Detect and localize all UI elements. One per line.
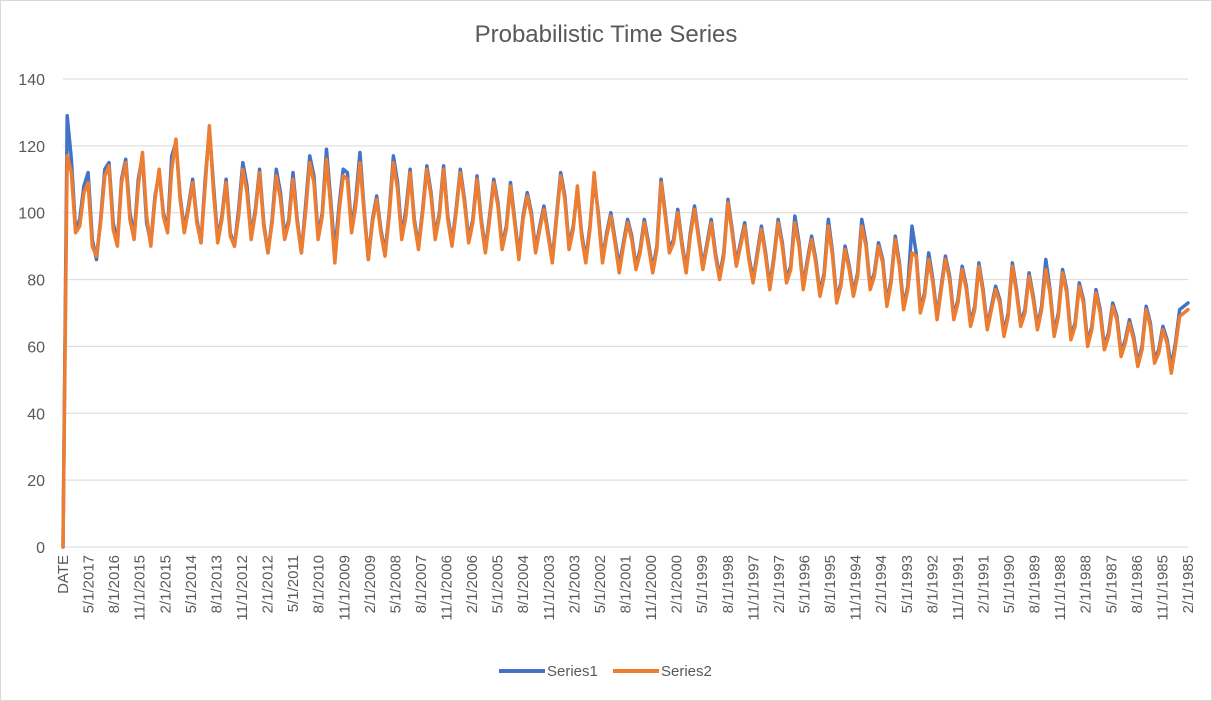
x-tick-label: 5/1/1990 bbox=[1001, 555, 1018, 613]
x-tick-label: 11/1/1988 bbox=[1052, 555, 1069, 621]
legend-label-series2: Series2 bbox=[661, 663, 712, 680]
y-tick-label-80: 80 bbox=[27, 273, 45, 290]
x-tick-label: 2/1/2015 bbox=[157, 555, 174, 613]
x-tick-label: 8/1/1992 bbox=[924, 555, 941, 613]
x-tick-label: 8/1/1998 bbox=[720, 555, 737, 613]
x-tick-label: 8/1/2010 bbox=[311, 555, 328, 613]
x-tick-label: 2/1/1997 bbox=[771, 555, 788, 613]
x-tick-label: 11/1/2009 bbox=[336, 555, 353, 621]
x-tick-label: 5/1/2014 bbox=[183, 555, 200, 613]
series-line-series1 bbox=[61, 114, 1190, 549]
x-tick-label: 11/1/2000 bbox=[643, 555, 660, 621]
x-tick-label: 8/1/2004 bbox=[515, 555, 532, 613]
x-tick-label: 8/1/2001 bbox=[618, 555, 635, 613]
x-tick-label: 2/1/2009 bbox=[362, 555, 379, 613]
x-tick-label: 2/1/1985 bbox=[1180, 555, 1197, 613]
x-tick-label: 5/1/1993 bbox=[899, 555, 916, 613]
x-tick-label: 11/1/1985 bbox=[1154, 555, 1171, 621]
x-tick-label: 8/1/2007 bbox=[413, 555, 430, 613]
y-tick-label-60: 60 bbox=[27, 339, 45, 356]
x-tick-label: 5/1/2011 bbox=[285, 555, 302, 612]
x-tick-label: 2/1/2006 bbox=[464, 555, 481, 613]
x-tick-label: 8/1/1989 bbox=[1027, 555, 1044, 613]
x-tick-label: 11/1/2015 bbox=[132, 555, 149, 621]
x-tick-label: 11/1/1991 bbox=[950, 555, 967, 621]
y-tick-label-120: 120 bbox=[18, 139, 45, 156]
x-tick-label: 8/1/2016 bbox=[106, 555, 123, 613]
x-tick-label: 5/1/2002 bbox=[592, 555, 609, 613]
x-tick-label: 8/1/1995 bbox=[822, 555, 839, 613]
x-tick-label: 11/1/1994 bbox=[848, 555, 865, 621]
x-tick-label: 8/1/2013 bbox=[208, 555, 225, 613]
y-tick-label-0: 0 bbox=[36, 540, 45, 557]
series-line-series2 bbox=[61, 124, 1190, 549]
x-tick-label: 5/1/1999 bbox=[694, 555, 711, 613]
x-tick-label: 11/1/2012 bbox=[234, 555, 251, 621]
x-tick-label: 2/1/2000 bbox=[669, 555, 686, 613]
y-tick-label-20: 20 bbox=[27, 473, 45, 490]
y-tick-label-100: 100 bbox=[18, 206, 45, 223]
y-tick-label-140: 140 bbox=[18, 72, 45, 89]
x-tick-label: 5/1/2005 bbox=[490, 555, 507, 613]
x-tick-label: 5/1/1996 bbox=[796, 555, 813, 613]
x-tick-label: 2/1/2012 bbox=[260, 555, 277, 613]
x-tick-label: 5/1/1987 bbox=[1103, 555, 1120, 613]
legend-label-series1: Series1 bbox=[547, 663, 598, 680]
x-tick-label: 2/1/2003 bbox=[566, 555, 583, 613]
x-tick-label: DATE bbox=[55, 555, 72, 594]
x-tick-label: 5/1/2017 bbox=[81, 555, 98, 613]
x-tick-label: 8/1/1986 bbox=[1129, 555, 1146, 613]
x-tick-label: 11/1/2003 bbox=[541, 555, 558, 621]
x-tick-label: 11/1/2006 bbox=[439, 555, 456, 621]
x-tick-label: 5/1/2008 bbox=[387, 555, 404, 613]
x-tick-label: 2/1/1988 bbox=[1078, 555, 1095, 613]
x-tick-label: 2/1/1991 bbox=[975, 555, 992, 613]
chart-title: Probabilistic Time Series bbox=[474, 21, 738, 48]
x-tick-label: 11/1/1997 bbox=[745, 555, 762, 621]
y-tick-label-40: 40 bbox=[27, 406, 45, 423]
x-tick-label: 2/1/1994 bbox=[873, 555, 890, 613]
